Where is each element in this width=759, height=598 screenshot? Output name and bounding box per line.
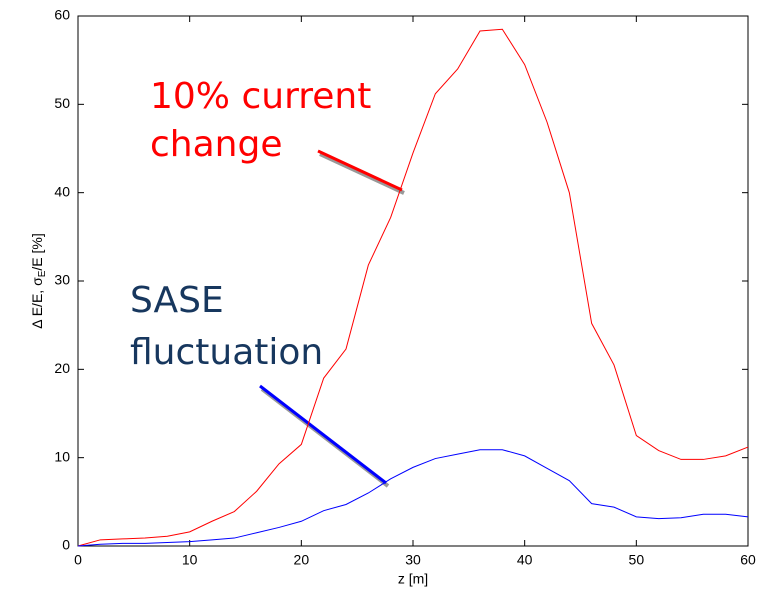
x-tick-label: 10 (182, 552, 198, 568)
arrow-shadow (319, 152, 405, 195)
data-line (77, 28, 749, 547)
data-line (77, 449, 749, 547)
arrow (317, 149, 403, 192)
y-axis-label: Δ E/E, σE/E [%] (29, 233, 48, 329)
annotation-line: SASE (130, 280, 224, 321)
y-tick-label: 40 (54, 183, 70, 199)
y-tick-label: 60 (54, 7, 70, 23)
annotation-line: fluctuation (130, 332, 323, 373)
annotation-line: 10% current (150, 76, 371, 117)
y-label-part: Δ E/E, σ (29, 277, 45, 329)
y-tick-label: 10 (54, 448, 70, 464)
x-axis-label: z [m] (398, 571, 428, 587)
y-label-sub: E (37, 270, 48, 277)
x-tick-label: 20 (294, 552, 310, 568)
annotation: SASE fluctuation (130, 280, 323, 373)
y-tick-label: 20 (54, 360, 70, 376)
x-tick-label: 50 (629, 552, 645, 568)
x-tick-label: 30 (405, 552, 421, 568)
x-tick-label: 40 (517, 552, 533, 568)
x-tick-label: 0 (74, 552, 82, 568)
arrow (259, 384, 387, 485)
x-tick-label: 60 (740, 552, 756, 568)
y-tick-label: 50 (54, 95, 70, 111)
y-label-part: /E [%] (29, 233, 45, 270)
y-tick-label: 30 (54, 272, 70, 288)
annotation: 10% current change (150, 76, 371, 165)
y-tick-label: 0 (62, 537, 70, 553)
annotation-line: change (150, 124, 283, 165)
